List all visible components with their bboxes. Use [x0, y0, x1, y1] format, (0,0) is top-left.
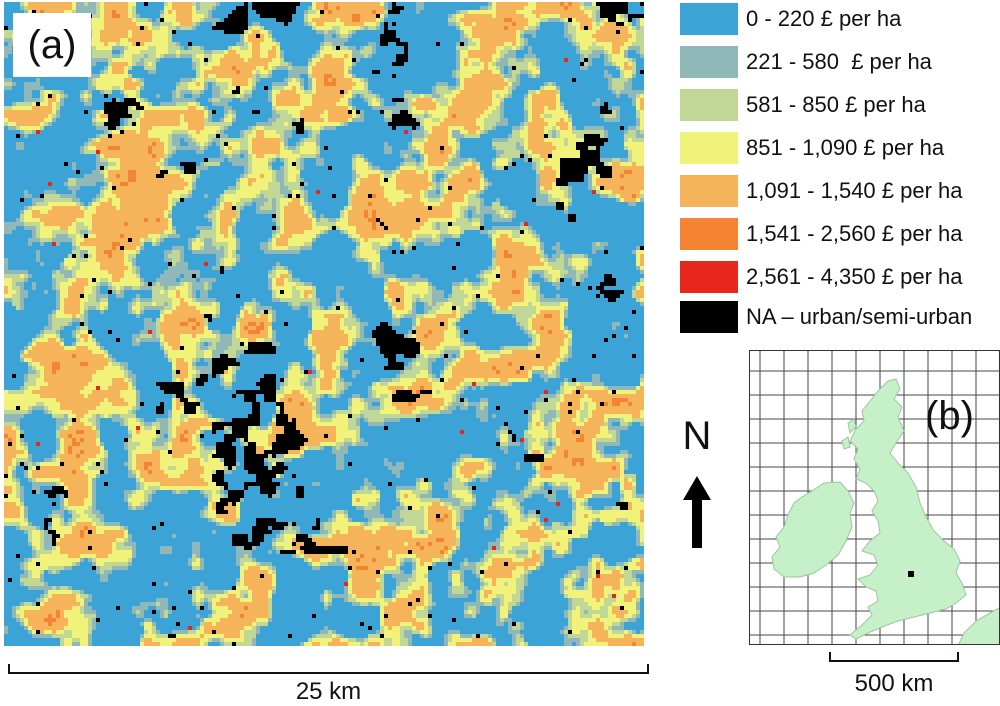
legend-swatch — [680, 3, 738, 35]
legend-swatch — [680, 261, 738, 293]
legend-label: NA – urban/semi-urban — [746, 304, 973, 329]
north-arrow: N — [662, 416, 732, 556]
legend-item: 2,561 - 4,350 £ per ha — [680, 260, 963, 294]
panel-b-label: (b) — [925, 394, 974, 438]
legend-swatch — [680, 175, 738, 207]
scale-bar-line — [8, 664, 649, 674]
legend-swatch — [680, 46, 738, 78]
legend-item: 1,541 - 2,560 £ per ha — [680, 217, 963, 251]
raster-canvas — [4, 2, 644, 646]
legend-label: 1,091 - 1,540 £ per ha — [746, 178, 963, 203]
legend-label: 221 - 580 £ per ha — [746, 49, 932, 74]
scale-bar-label: 500 km — [854, 670, 934, 697]
scale-bar-b: 500 km — [829, 652, 959, 698]
locator-inset-map — [749, 350, 1000, 645]
legend-item: 1,091 - 1,540 £ per ha — [680, 174, 963, 208]
scale-bar-label: 25 km — [295, 678, 362, 705]
landmass — [771, 378, 999, 644]
legend-label: 851 - 1,090 £ per ha — [746, 135, 945, 160]
british-isles-locator — [750, 351, 999, 644]
legend-label: 2,561 - 4,350 £ per ha — [746, 264, 963, 289]
arrow-up-icon — [683, 476, 711, 548]
legend-swatch — [680, 218, 738, 250]
legend-label: 581 - 850 £ per ha — [746, 92, 926, 117]
legend-item: 581 - 850 £ per ha — [680, 88, 926, 122]
study-area-marker — [908, 571, 914, 577]
legend-swatch — [680, 89, 738, 121]
north-label: N — [682, 414, 712, 458]
legend-label: 1,541 - 2,560 £ per ha — [746, 221, 963, 246]
legend-swatch — [680, 132, 738, 164]
scale-bar-a: 25 km — [8, 664, 649, 705]
legend-item: 0 - 220 £ per ha — [680, 2, 901, 36]
panel-a-label: (a) — [13, 13, 91, 77]
legend-item: NA – urban/semi-urban — [680, 300, 972, 334]
legend-item: 851 - 1,090 £ per ha — [680, 131, 944, 165]
scale-bar-line — [829, 652, 959, 662]
legend-item: 221 - 580 £ per ha — [680, 45, 932, 79]
land-value-raster-map — [4, 2, 644, 646]
legend-swatch — [680, 301, 738, 333]
legend-label: 0 - 220 £ per ha — [746, 6, 902, 31]
